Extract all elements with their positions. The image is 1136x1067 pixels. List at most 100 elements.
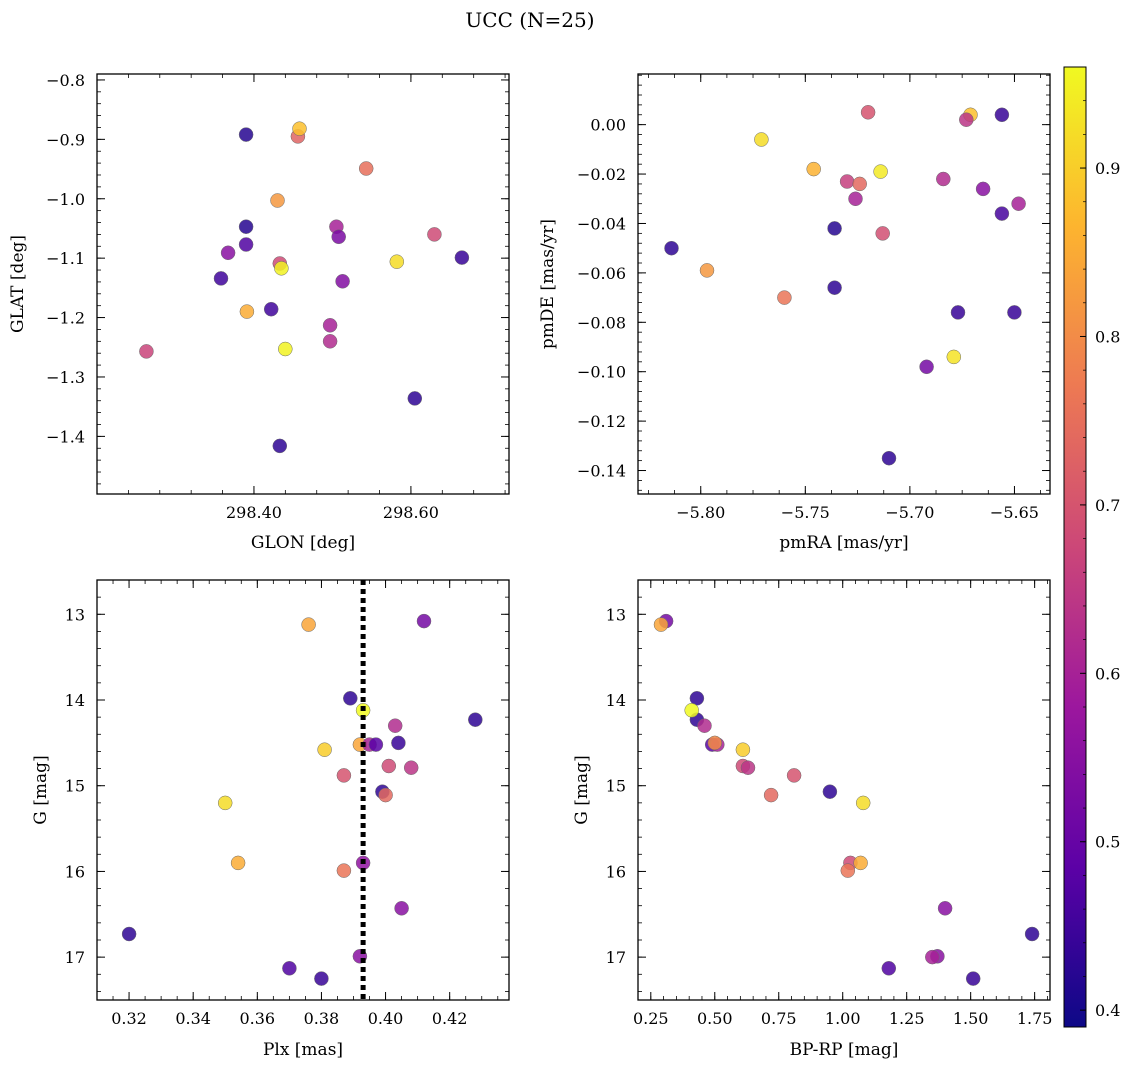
radec-ylabel: GLAT [deg] (8, 235, 28, 333)
pm-y-tick-label: −0.12 (577, 412, 626, 431)
pm-point (975, 181, 991, 197)
radec-y-tick-label: −0.8 (46, 71, 85, 90)
radec-point (238, 219, 254, 234)
plx-point (230, 855, 246, 871)
cmd-x-tick-label: 1.25 (889, 1009, 925, 1028)
plx-point (391, 735, 406, 751)
colorbar: 0.4 0.5 0.6 0.7 0.8 0.9 (1063, 66, 1120, 1028)
pm-x-tick-label: −5.75 (781, 503, 830, 522)
radec-x-tick-label: 298.40 (226, 503, 282, 522)
plx-point (343, 691, 358, 706)
plx-point (387, 718, 403, 733)
cmd-point (822, 784, 838, 799)
plx-point (394, 901, 409, 916)
plx-point (121, 926, 137, 942)
cmd-point (740, 760, 756, 775)
cmd-x-tick-label: 1.50 (953, 1009, 989, 1028)
colorbar-tick-label: 0.9 (1095, 159, 1120, 178)
plx-point (314, 971, 329, 986)
radec-point (278, 341, 293, 357)
colorbar-tick-label: 0.8 (1095, 327, 1120, 346)
pm-x-tick-label: −5.70 (885, 503, 934, 522)
pm-point (994, 107, 1010, 123)
pm-point (852, 176, 867, 192)
radec-point (331, 229, 346, 245)
cmd-point (684, 703, 699, 718)
radec-point (270, 193, 285, 208)
radec-point (239, 304, 255, 319)
pm-y-tick-label: −0.10 (577, 363, 626, 382)
radec-axes: 298.40 298.60 −1.4 −1.3 −1.2 −1.1 −1.0 −0.9 −0.8 (46, 71, 510, 522)
colorbar-tick-label: 0.4 (1095, 1001, 1120, 1020)
plx-point (378, 787, 393, 803)
pm-points (664, 105, 1026, 466)
plx-x-tick-label: 0.34 (175, 1009, 211, 1028)
plx-y-tick-label: 15 (65, 777, 85, 796)
pm-point (699, 263, 715, 278)
plx-xlabel: Plx [mas] (263, 1040, 343, 1060)
plx-ylabel: G [mag] (31, 755, 51, 824)
cmd-point (1024, 926, 1040, 942)
cmd-points (653, 613, 1040, 986)
pm-point (839, 174, 855, 189)
plx-point (381, 758, 397, 774)
cmd-x-tick-label: 0.50 (697, 1009, 733, 1028)
radec-y-tick-label: −1.1 (46, 249, 85, 268)
pm-point (875, 226, 890, 241)
pm-point (881, 450, 897, 466)
pm-point (873, 164, 888, 179)
radec-xlabel: GLON [deg] (251, 533, 355, 553)
plx-y-tick-label: 14 (65, 691, 85, 710)
plx-x-tick-label: 0.40 (368, 1009, 404, 1028)
pm-point (919, 359, 934, 375)
radec-point (335, 274, 350, 289)
cmd-xlabel: BP-RP [mag] (790, 1040, 899, 1060)
panel-cmd: 0.25 0.50 0.75 1.00 1.25 1.50 1.75 13 14 15 16 17 B… (572, 579, 1053, 1060)
cmd-axes: 0.25 0.50 0.75 1.00 1.25 1.50 1.75 13 14 15 16 17 (606, 579, 1053, 1028)
plx-y-tick-label: 13 (65, 605, 85, 624)
pm-y-tick-label: −0.04 (577, 214, 626, 233)
pm-ylabel: pmDE [mas/yr] (538, 219, 558, 349)
pm-point (777, 290, 792, 305)
plx-point (468, 712, 483, 727)
cmd-x-tick-label: 1.75 (1017, 1009, 1053, 1028)
radec-point (322, 318, 338, 333)
cmd-y-tick-label: 15 (606, 777, 626, 796)
plx-y-tick-label: 16 (65, 862, 85, 881)
pm-point (936, 171, 951, 187)
plx-point (282, 961, 297, 976)
pm-point (664, 240, 679, 256)
radec-point (322, 334, 338, 349)
cmd-point (853, 855, 868, 871)
radec-point (220, 245, 236, 261)
pm-point (1011, 196, 1026, 211)
radec-points (139, 121, 470, 454)
pm-point (950, 305, 966, 320)
radec-point (454, 250, 470, 265)
cmd-point (925, 949, 940, 965)
cmd-point (707, 735, 723, 751)
plx-points (121, 580, 483, 1000)
cmd-x-tick-label: 1.00 (825, 1009, 861, 1028)
radec-point (238, 237, 254, 252)
pm-point (848, 191, 863, 207)
plx-x-tick-label: 0.32 (111, 1009, 147, 1028)
radec-y-tick-label: −1.3 (46, 368, 85, 387)
pm-point (806, 161, 821, 177)
pm-y-tick-label: −0.02 (577, 165, 626, 184)
pm-y-tick-label: −0.14 (577, 462, 626, 481)
pm-point (827, 221, 842, 236)
radec-point (292, 121, 307, 136)
panel-plx: 0.32 0.34 0.36 0.38 0.40 0.42 13 14 15 16 17 Plx [… (31, 579, 510, 1060)
pm-point (959, 112, 974, 127)
radec-x-tick-label: 298.60 (383, 503, 439, 522)
radec-point (274, 261, 289, 276)
cmd-y-tick-label: 13 (606, 605, 626, 624)
radec-point (407, 391, 423, 406)
plx-x-tick-label: 0.36 (239, 1009, 275, 1028)
pm-y-tick-label: 0.00 (590, 116, 626, 135)
pm-frame (637, 73, 1051, 495)
cmd-frame (637, 579, 1051, 1001)
cmd-point (965, 971, 981, 986)
